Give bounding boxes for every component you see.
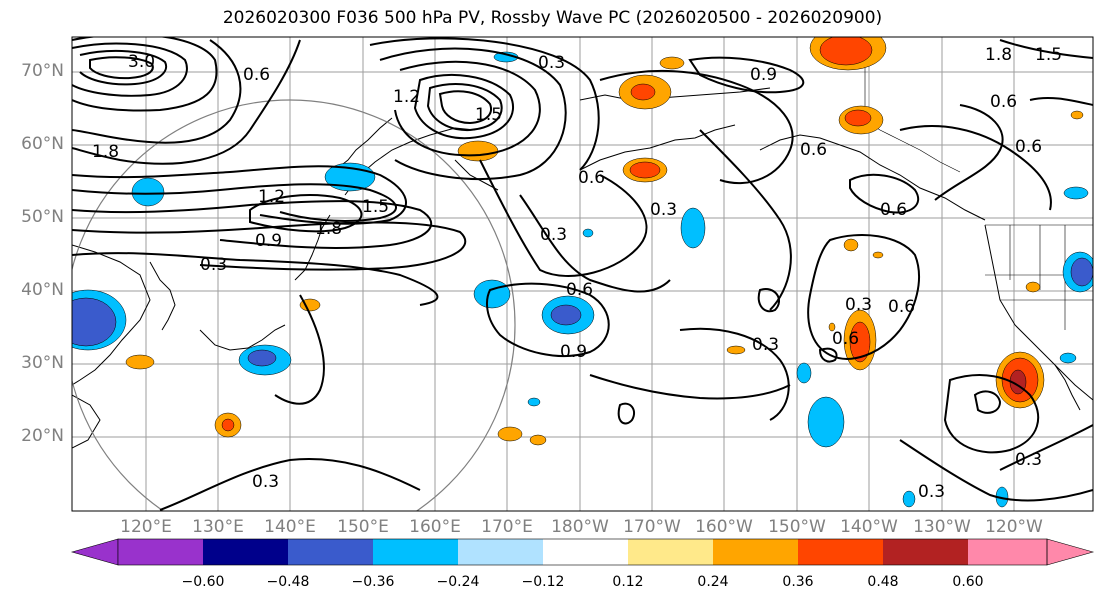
colorbar-label: 0.60 [952,574,984,590]
lon-label-140w: 140°W [840,517,898,537]
colorbar-label: 0.12 [612,574,644,590]
contour-label: 1.5 [1035,45,1062,65]
contour-label: 0.3 [650,200,677,220]
contour-label: 1.2 [258,187,285,207]
contour-label: 0.9 [560,342,587,362]
graticule [72,37,1093,511]
colorbar-segment [798,539,883,565]
contour-label: 1.8 [315,219,342,239]
colorbar-segment [883,539,968,565]
contour-label: 1.2 [393,87,420,107]
lon-label-160w: 160°W [695,517,753,537]
colorbar-segment [373,539,458,565]
colorbar-label: −0.60 [181,574,225,590]
lat-label-50n: 50°N [21,207,64,227]
lon-label-160e: 160°E [409,517,461,537]
lon-label-120w: 120°W [985,517,1043,537]
positive-anomaly-shading [125,37,1084,446]
colorbar-label: 0.36 [782,574,814,590]
lon-label-150w: 150°W [768,517,826,537]
contour-label: 0.3 [252,472,279,492]
colorbar-label: 0.24 [697,574,729,590]
contour-label: 1.5 [475,105,502,125]
region-circle [72,99,516,511]
colorbar-segment [118,539,203,565]
contour-label: 0.3 [752,335,779,355]
colorbar-extend-low [70,538,119,566]
colorbar-label: −0.24 [436,574,480,590]
contour-label: 0.3 [538,53,565,73]
contour-label: 0.6 [800,140,827,160]
colorbar-segment [203,539,288,565]
lon-label-170w: 170°W [623,517,681,537]
colorbar-segment [713,539,798,565]
contour-label: 1.8 [985,45,1012,65]
colorbar-segment [458,539,543,565]
pv-contours [72,37,1093,511]
contour-label: 0.6 [1015,137,1042,157]
lon-label-130w: 130°W [913,517,971,537]
contour-label: 0.6 [578,168,605,188]
contour-label: 0.6 [566,280,593,300]
contour-label: 0.6 [880,200,907,220]
lon-label-180w: 180°W [551,517,609,537]
contour-label: 0.3 [918,482,945,502]
contour-label: 0.6 [888,297,915,317]
colorbar-segment [628,539,713,565]
contour-label: 0.3 [845,295,872,315]
lon-label-140e: 140°E [264,517,316,537]
contour-label: 0.3 [200,255,227,275]
contour-label: 0.3 [540,225,567,245]
contour-label: 0.3 [1015,450,1042,470]
colorbar-label: −0.36 [351,574,395,590]
contour-label: 1.5 [362,197,389,217]
contour-label: 0.6 [243,65,270,85]
colorbar-label: −0.48 [266,574,310,590]
contour-label: 0.6 [990,92,1017,112]
lon-label-170e: 170°E [481,517,533,537]
lat-label-40n: 40°N [21,280,64,300]
contour-label: 0.9 [255,231,282,251]
colorbar-segment [543,539,628,565]
colorbar [70,538,1095,566]
lat-label-70n: 70°N [21,61,64,81]
lon-label-130e: 130°E [192,517,244,537]
colorbar-segment [968,539,1047,565]
colorbar-segment [288,539,373,565]
map-title: 2026020300 F036 500 hPa PV, Rossby Wave … [222,8,883,28]
lon-label-150e: 150°E [337,517,389,537]
colorbar-label: 0.48 [867,574,899,590]
colorbar-extend-high [1046,538,1095,566]
lat-label-20n: 20°N [21,426,64,446]
contour-label: 3.0 [128,52,155,72]
contour-label: 0.6 [832,329,859,349]
contour-label: 0.9 [750,65,777,85]
contour-label: 1.8 [92,142,119,162]
lat-label-30n: 30°N [21,353,64,373]
colorbar-label: −0.12 [521,574,565,590]
lat-label-60n: 60°N [21,134,64,154]
lon-label-120e: 120°E [120,517,172,537]
